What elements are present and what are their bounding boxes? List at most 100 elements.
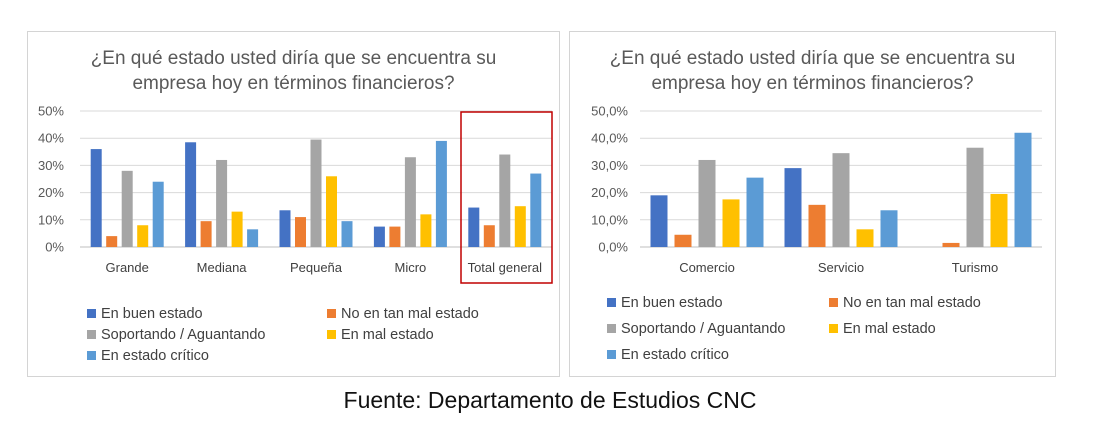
y-tick-label: 40,0% <box>591 131 628 146</box>
legend-label: En estado crítico <box>621 347 729 363</box>
bar <box>942 242 960 247</box>
y-tick-label: 30,0% <box>591 158 628 173</box>
legend-item: En buen estado <box>607 295 723 311</box>
y-tick-label: 50,0% <box>591 104 628 119</box>
bar <box>746 177 764 247</box>
bar <box>435 140 447 247</box>
y-tick-label: 30% <box>38 158 64 173</box>
bar <box>216 159 228 247</box>
bar <box>420 214 432 247</box>
bar <box>185 142 197 247</box>
chart-title-line-2: empresa hoy en términos financieros? <box>132 73 455 94</box>
bar <box>247 229 259 247</box>
legend-item: En buen estado <box>87 306 203 322</box>
legend-swatch <box>327 330 336 339</box>
bar <box>530 173 542 247</box>
bar <box>326 176 337 247</box>
x-tick-label: Comercio <box>679 260 735 275</box>
legend-label: No en tan mal estado <box>843 295 981 311</box>
x-tick-label: Turismo <box>952 260 998 275</box>
bar <box>499 154 511 247</box>
bar <box>483 225 495 247</box>
source-caption: Fuente: Departamento de Estudios CNC <box>343 387 757 413</box>
legend-swatch <box>87 330 96 339</box>
x-tick-label: Servicio <box>818 260 864 275</box>
legend-swatch <box>607 350 616 359</box>
legend-label: No en tan mal estado <box>341 306 479 322</box>
bar <box>966 147 984 247</box>
legend-label: En mal estado <box>341 327 434 343</box>
chart-title-line-2: empresa hoy en términos financieros? <box>651 73 974 94</box>
bar <box>279 210 291 247</box>
bar <box>1014 132 1032 247</box>
chart-title: ¿En qué estado usted diría que se encuen… <box>570 46 1055 96</box>
legend-label: Soportando / Aguantando <box>621 321 786 337</box>
legend-label: En mal estado <box>843 321 936 337</box>
y-tick-label: 0,0% <box>598 240 628 255</box>
legend-label: En buen estado <box>621 295 723 311</box>
bar <box>856 229 874 247</box>
bar <box>990 193 1008 247</box>
bar-chart-size: 0% 10% 20% 30% 40% 50% Grande Mediana Pequeña Mic… <box>38 104 553 284</box>
legend-item: Soportando / Aguantando <box>87 327 265 343</box>
bar <box>674 234 692 247</box>
bar <box>200 221 212 247</box>
legend-item: Soportando / Aguantando <box>607 321 785 337</box>
bar <box>880 210 898 247</box>
bar <box>468 207 480 247</box>
y-tick-label: 50% <box>38 104 64 119</box>
legend-item: No en tan mal estado <box>829 295 981 311</box>
bar <box>722 199 740 247</box>
legend-swatch <box>829 298 838 307</box>
y-tick-label: 20% <box>38 185 64 200</box>
x-tick-label: Mediana <box>197 260 248 275</box>
bar <box>650 195 668 247</box>
y-tick-label: 10% <box>38 212 64 227</box>
bar <box>90 149 102 247</box>
chart-title-line-1: ¿En qué estado usted diría que se encuen… <box>609 48 1016 69</box>
x-tick-label: Micro <box>395 260 427 275</box>
legend-swatch <box>87 309 96 318</box>
y-tick-label: 0% <box>45 240 64 255</box>
x-tick-label: Grande <box>106 260 149 275</box>
bar <box>784 168 802 247</box>
y-tick-label: 40% <box>38 131 64 146</box>
legend-swatch <box>607 298 616 307</box>
highlight-box <box>460 111 553 284</box>
legend-swatch <box>607 324 616 333</box>
legend-item: No en tan mal estado <box>327 306 479 322</box>
bar <box>404 157 416 247</box>
bar <box>231 211 243 247</box>
bar <box>295 217 306 247</box>
bar <box>514 206 526 247</box>
legend-label: En estado crítico <box>101 348 209 364</box>
legend-item: En mal estado <box>829 321 936 337</box>
x-tick-label: Pequeña <box>290 260 343 275</box>
bar <box>121 170 133 247</box>
chart-panel-sector: ¿En qué estado usted diría que se encuen… <box>569 31 1056 377</box>
bar <box>832 153 850 247</box>
chart-title: ¿En qué estado usted diría que se encuen… <box>28 46 559 96</box>
legend-swatch <box>327 309 336 318</box>
bar <box>373 226 385 247</box>
legend-label: En buen estado <box>101 306 203 322</box>
bar-chart-sector: 0,0% 10,0% 20,0% 30,0% 40,0% 50,0% Comercio Ser… <box>591 104 1042 275</box>
legend-swatch <box>87 351 96 360</box>
y-tick-label: 20,0% <box>591 185 628 200</box>
bar <box>808 204 826 247</box>
bar <box>310 139 322 247</box>
bar <box>389 226 401 247</box>
bar <box>698 159 716 247</box>
legend-swatch <box>829 324 838 333</box>
x-tick-label: Total general <box>468 260 543 275</box>
legend-label: Soportando / Aguantando <box>101 327 266 343</box>
y-tick-label: 10,0% <box>591 212 628 227</box>
chart-title-line-1: ¿En qué estado usted diría que se encuen… <box>90 48 497 69</box>
chart-panel-size: ¿En qué estado usted diría que se encuen… <box>27 31 560 377</box>
bar <box>341 221 353 247</box>
bar <box>137 225 149 247</box>
legend-item: En estado crítico <box>607 347 729 363</box>
bar <box>152 181 164 247</box>
bar <box>106 236 118 247</box>
legend-item: En estado crítico <box>87 348 209 364</box>
